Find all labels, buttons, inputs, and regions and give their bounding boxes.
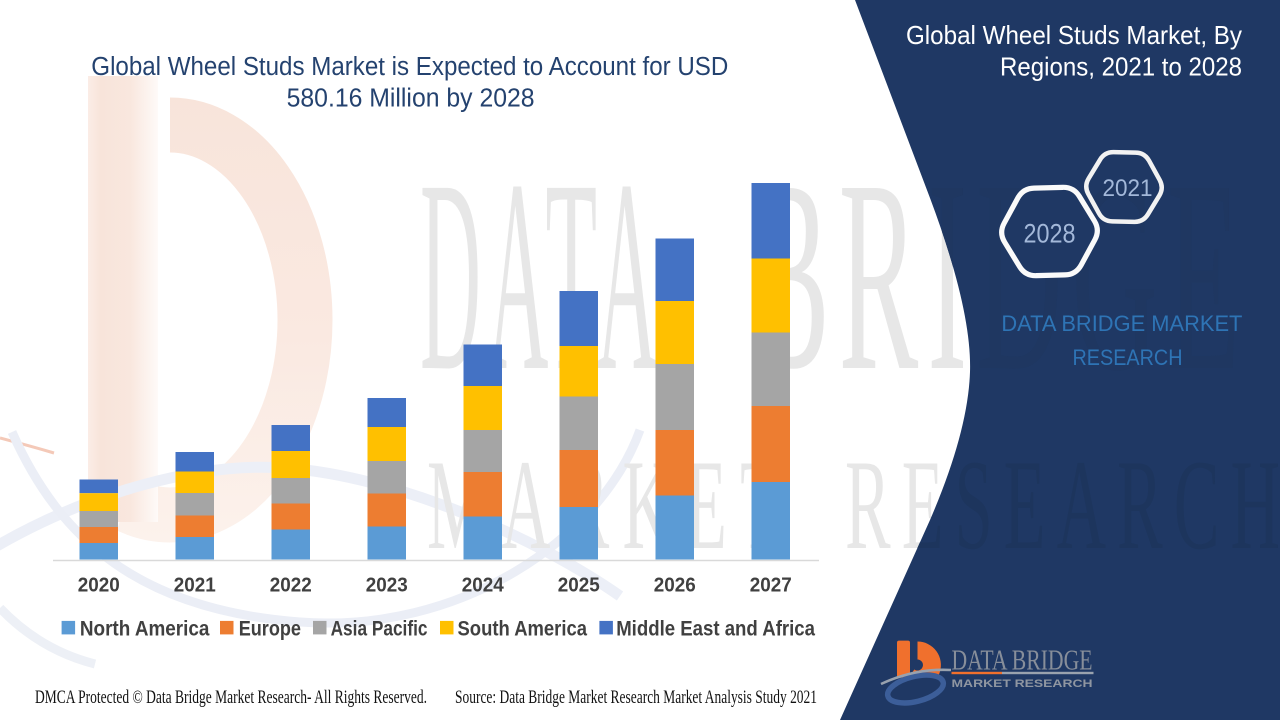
svg-text:Middle East and Africa: Middle East and Africa <box>616 617 816 641</box>
svg-text:2021: 2021 <box>174 575 216 597</box>
svg-text:2020: 2020 <box>78 575 120 597</box>
svg-text:Source: Data Bridge Market Res: Source: Data Bridge Market Research Mark… <box>455 687 817 708</box>
svg-text:2022: 2022 <box>270 575 312 597</box>
svg-text:DATA BRIDGE MARKET: DATA BRIDGE MARKET <box>1001 311 1242 336</box>
svg-text:Asia Pacific: Asia Pacific <box>331 617 428 641</box>
svg-text:Global Wheel Studs Market is E: Global Wheel Studs Market is Expected to… <box>91 53 728 81</box>
svg-text:Europe: Europe <box>239 617 301 641</box>
svg-text:MARKET RESEARCH: MARKET RESEARCH <box>952 678 1093 690</box>
svg-text:Global Wheel Studs Market, By: Global Wheel Studs Market, By <box>906 20 1242 50</box>
svg-text:Regions, 2021 to 2028: Regions, 2021 to 2028 <box>1000 52 1242 82</box>
svg-text:2021: 2021 <box>1103 175 1153 202</box>
svg-text:North America: North America <box>80 617 210 641</box>
svg-text:2026: 2026 <box>654 575 696 597</box>
svg-text:DATA: DATA <box>420 123 664 427</box>
svg-text:2027: 2027 <box>750 575 792 597</box>
svg-text:2025: 2025 <box>558 575 600 597</box>
svg-text:DMCA Protected © Data Bridge M: DMCA Protected © Data Bridge Market Rese… <box>35 687 427 708</box>
svg-text:580.16 Million by 2028: 580.16 Million by 2028 <box>287 85 535 113</box>
svg-text:2024: 2024 <box>462 575 505 597</box>
svg-text:RESEARCH: RESEARCH <box>1073 345 1183 370</box>
svg-text:2023: 2023 <box>366 575 408 597</box>
svg-text:South America: South America <box>458 617 588 641</box>
svg-text:2028: 2028 <box>1024 219 1076 249</box>
svg-text:DATA BRIDGE: DATA BRIDGE <box>952 646 1093 677</box>
